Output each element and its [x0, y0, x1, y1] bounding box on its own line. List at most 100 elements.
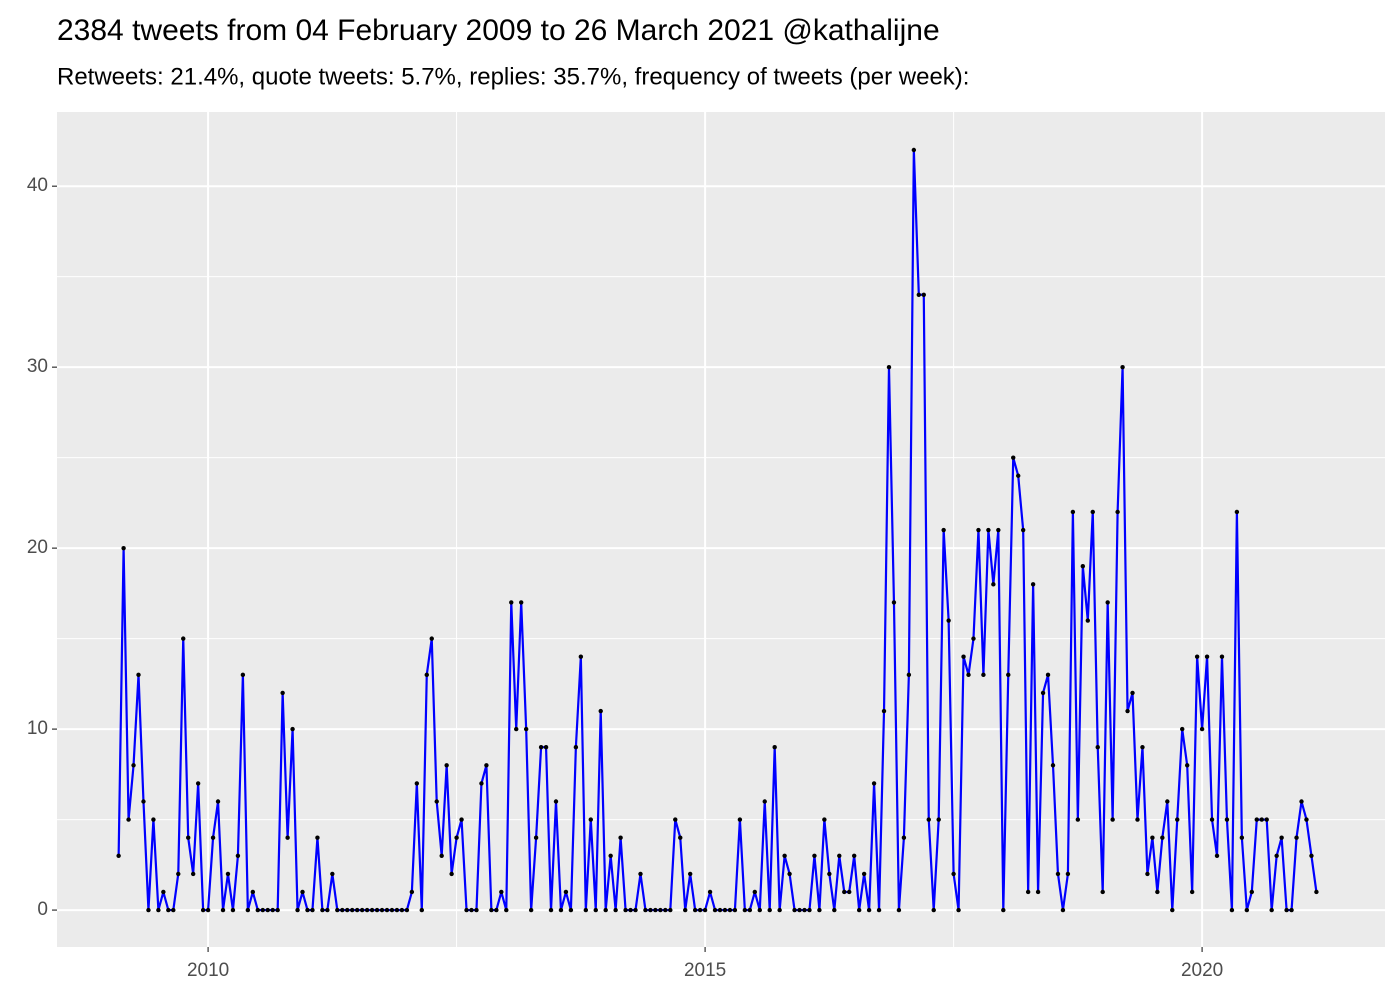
data-point [1165, 799, 1170, 804]
data-point [618, 835, 623, 840]
data-point [215, 799, 221, 804]
data-point [648, 907, 653, 913]
data-point [1314, 889, 1319, 895]
data-point [668, 907, 673, 913]
data-point [220, 907, 226, 913]
data-point [573, 745, 579, 750]
data-point [265, 907, 270, 913]
data-point [673, 817, 678, 822]
data-point [1214, 853, 1220, 858]
data-point [966, 672, 971, 678]
data-point [911, 147, 917, 153]
data-point [663, 907, 668, 913]
data-point [717, 907, 723, 913]
data-point [1194, 654, 1200, 659]
data-point [658, 907, 663, 913]
data-point [926, 817, 931, 822]
data-point [1180, 726, 1185, 732]
data-point [847, 889, 852, 895]
data-point [633, 907, 638, 913]
data-point [1175, 817, 1180, 822]
data-point [389, 907, 395, 913]
data-point [295, 907, 300, 913]
data-point [837, 853, 842, 858]
data-point [851, 853, 857, 858]
data-point [345, 907, 350, 913]
data-point [350, 907, 355, 913]
data-point [1229, 907, 1235, 913]
data-point [205, 907, 211, 913]
data-point [290, 726, 295, 732]
data-point [161, 889, 166, 895]
data-point [1016, 473, 1021, 478]
data-point [141, 799, 146, 804]
data-point [986, 527, 991, 533]
data-point [583, 907, 589, 913]
data-point [558, 907, 564, 913]
data-point [533, 835, 539, 840]
data-point [1045, 672, 1051, 678]
data-point [240, 672, 246, 678]
data-point [1001, 907, 1006, 913]
data-point [1304, 817, 1309, 822]
data-point [409, 889, 415, 895]
data-point [429, 636, 434, 641]
data-point [1184, 763, 1190, 768]
data-point [1035, 889, 1041, 895]
data-point [1070, 509, 1076, 515]
data-point [504, 907, 509, 913]
data-point [742, 907, 748, 913]
data-point [464, 907, 469, 913]
data-point [245, 907, 251, 913]
data-point [1219, 654, 1225, 659]
data-point [1135, 817, 1140, 822]
data-point [131, 763, 136, 768]
data-point [509, 600, 514, 605]
data-point [628, 907, 633, 913]
data-point [1269, 907, 1274, 913]
data-point [494, 907, 499, 913]
data-point [519, 600, 524, 605]
data-point [792, 907, 797, 913]
data-point [1155, 889, 1160, 895]
data-point [151, 817, 156, 822]
data-point [812, 853, 817, 858]
data-point [1030, 582, 1036, 587]
data-point [469, 907, 474, 913]
data-point [916, 292, 922, 297]
data-point [951, 871, 956, 877]
data-point [941, 527, 946, 533]
data-point [1294, 835, 1299, 840]
data-point [528, 907, 534, 913]
data-point [886, 364, 892, 370]
data-point [1224, 817, 1230, 822]
data-point [369, 907, 375, 913]
data-point [807, 907, 812, 913]
data-point [270, 907, 275, 913]
data-point [190, 871, 196, 877]
data-point [1085, 618, 1090, 623]
data-point [1120, 364, 1125, 370]
y-tick-label: 30 [27, 356, 48, 377]
data-point [1254, 817, 1259, 822]
data-point [1279, 835, 1284, 840]
data-point [1095, 745, 1100, 750]
data-point [364, 907, 370, 913]
data-point [896, 907, 902, 913]
data-point [1020, 527, 1026, 533]
y-tick-label: 10 [27, 718, 48, 739]
data-point [732, 907, 738, 913]
data-point [767, 907, 772, 913]
chart-title: 2384 tweets from 04 February 2009 to 26 … [57, 14, 940, 47]
data-point [484, 763, 489, 768]
data-point [936, 817, 941, 822]
data-point [762, 799, 767, 804]
data-point [678, 835, 683, 840]
data-point [176, 871, 181, 877]
data-point [891, 600, 897, 605]
data-point [946, 618, 951, 623]
data-point [593, 907, 598, 913]
data-point [538, 745, 544, 750]
data-point [1110, 817, 1115, 822]
data-point [623, 907, 628, 913]
